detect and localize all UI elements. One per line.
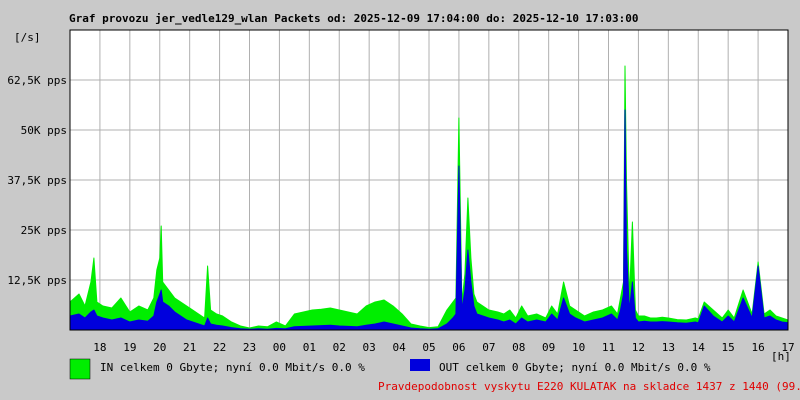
x-tick-label: 22 [213,341,226,354]
x-tick-label: 13 [662,341,675,354]
x-tick-label: 19 [123,341,136,354]
series-group [69,65,789,331]
x-axis-unit: [h] [771,350,791,363]
y-tick-label: 62,5K pps [7,74,67,87]
x-tick-label: 16 [751,341,764,354]
x-tick-label: 10 [572,341,585,354]
x-tick-label: 06 [452,341,465,354]
x-tick-label: 04 [392,341,406,354]
x-tick-label: 17 [781,341,794,354]
legend-out-swatch [410,359,430,371]
plot-frame [69,29,789,331]
x-tick-label: 08 [512,341,525,354]
x-tick-label: 15 [722,341,735,354]
x-tick-label: 02 [333,341,346,354]
y-tick-labels: 12,5K pps 25K pps 37,5K pps 50K pps 62,5K pp… [7,74,67,287]
x-tick-label: 18 [93,341,106,354]
legend-in-label: IN celkem 0 Gbyte; nyní 0.0 Mbit/s 0.0 % [100,361,365,374]
x-tick-label: 21 [183,341,196,354]
y-tick-label: 25K pps [21,224,67,237]
x-tick-labels: 18 19 20 21 22 23 00 01 02 03 04 05 06 07 08 09 10 11 12 13… [93,341,794,354]
x-tick-label: 14 [692,341,706,354]
x-tick-label: 11 [602,341,615,354]
legend-out-label: OUT celkem 0 Gbyte; nyní 0.0 Mbit/s 0.0 … [439,361,711,374]
x-tick-label: 00 [273,341,286,354]
probability-note: Pravdepodobnost vyskytu E220 KULATAK na … [378,380,800,393]
x-tick-label: 05 [422,341,435,354]
x-tick-label: 12 [632,341,645,354]
x-tick-label: 20 [153,341,166,354]
x-tick-label: 03 [363,341,376,354]
x-tick-label: 01 [303,341,316,354]
x-tick-label: 23 [243,341,256,354]
y-tick-label: 50K pps [21,124,67,137]
legend-in-swatch [69,358,91,380]
y-axis-unit: [/s] [14,31,41,44]
series-out-area [69,109,789,331]
chart-title: Graf provozu jer_vedle129_wlan Packets o… [69,12,639,25]
y-tick-label: 12,5K pps [7,274,67,287]
x-tick-label: 07 [482,341,495,354]
y-tick-label: 37,5K pps [7,174,67,187]
x-tick-label: 09 [542,341,555,354]
grid [70,30,788,330]
